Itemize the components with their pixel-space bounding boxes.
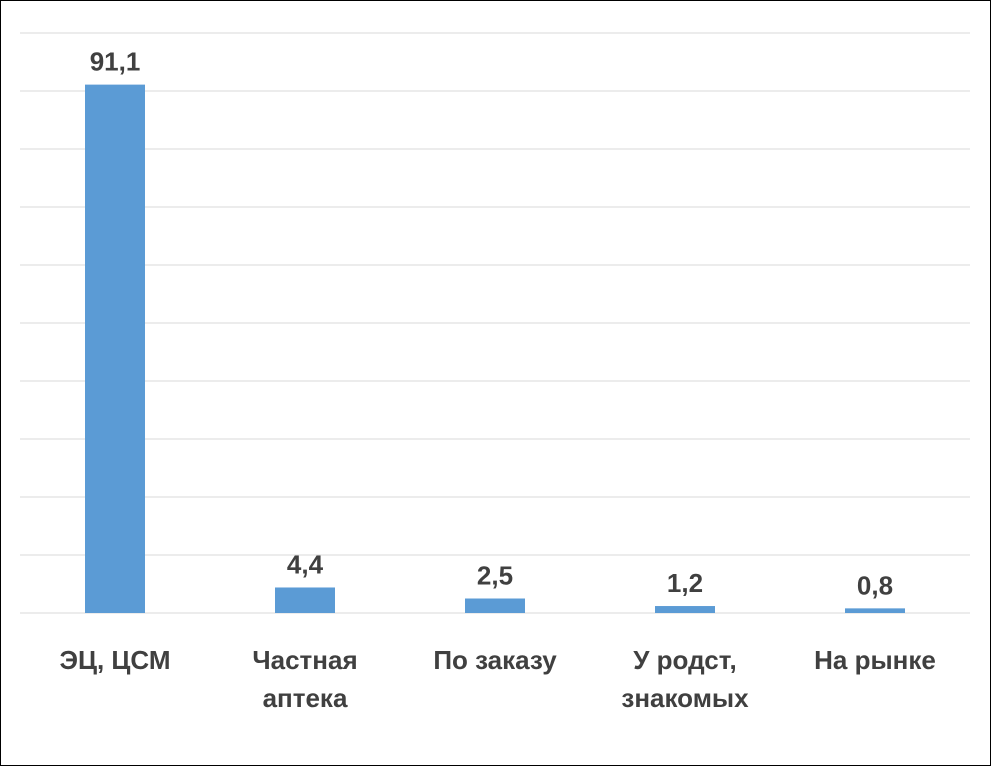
x-tick-label: ЭЦ, ЦСМ bbox=[59, 645, 171, 675]
data-label: 2,5 bbox=[477, 561, 513, 591]
x-tick-label: У родст, знакомых bbox=[621, 645, 749, 713]
x-tick-label: Частная аптека bbox=[252, 645, 358, 713]
x-tick-label: По заказу bbox=[433, 645, 557, 675]
data-label: 4,4 bbox=[287, 549, 324, 579]
data-label: 91,1 bbox=[90, 47, 141, 77]
data-label: 1,2 bbox=[667, 568, 703, 598]
bar bbox=[845, 608, 905, 613]
bar bbox=[465, 598, 525, 613]
bar bbox=[85, 84, 145, 614]
data-label: 0,8 bbox=[857, 570, 893, 600]
bar bbox=[655, 606, 715, 613]
bar bbox=[275, 587, 335, 613]
x-tick-label: На рынке bbox=[814, 645, 936, 675]
